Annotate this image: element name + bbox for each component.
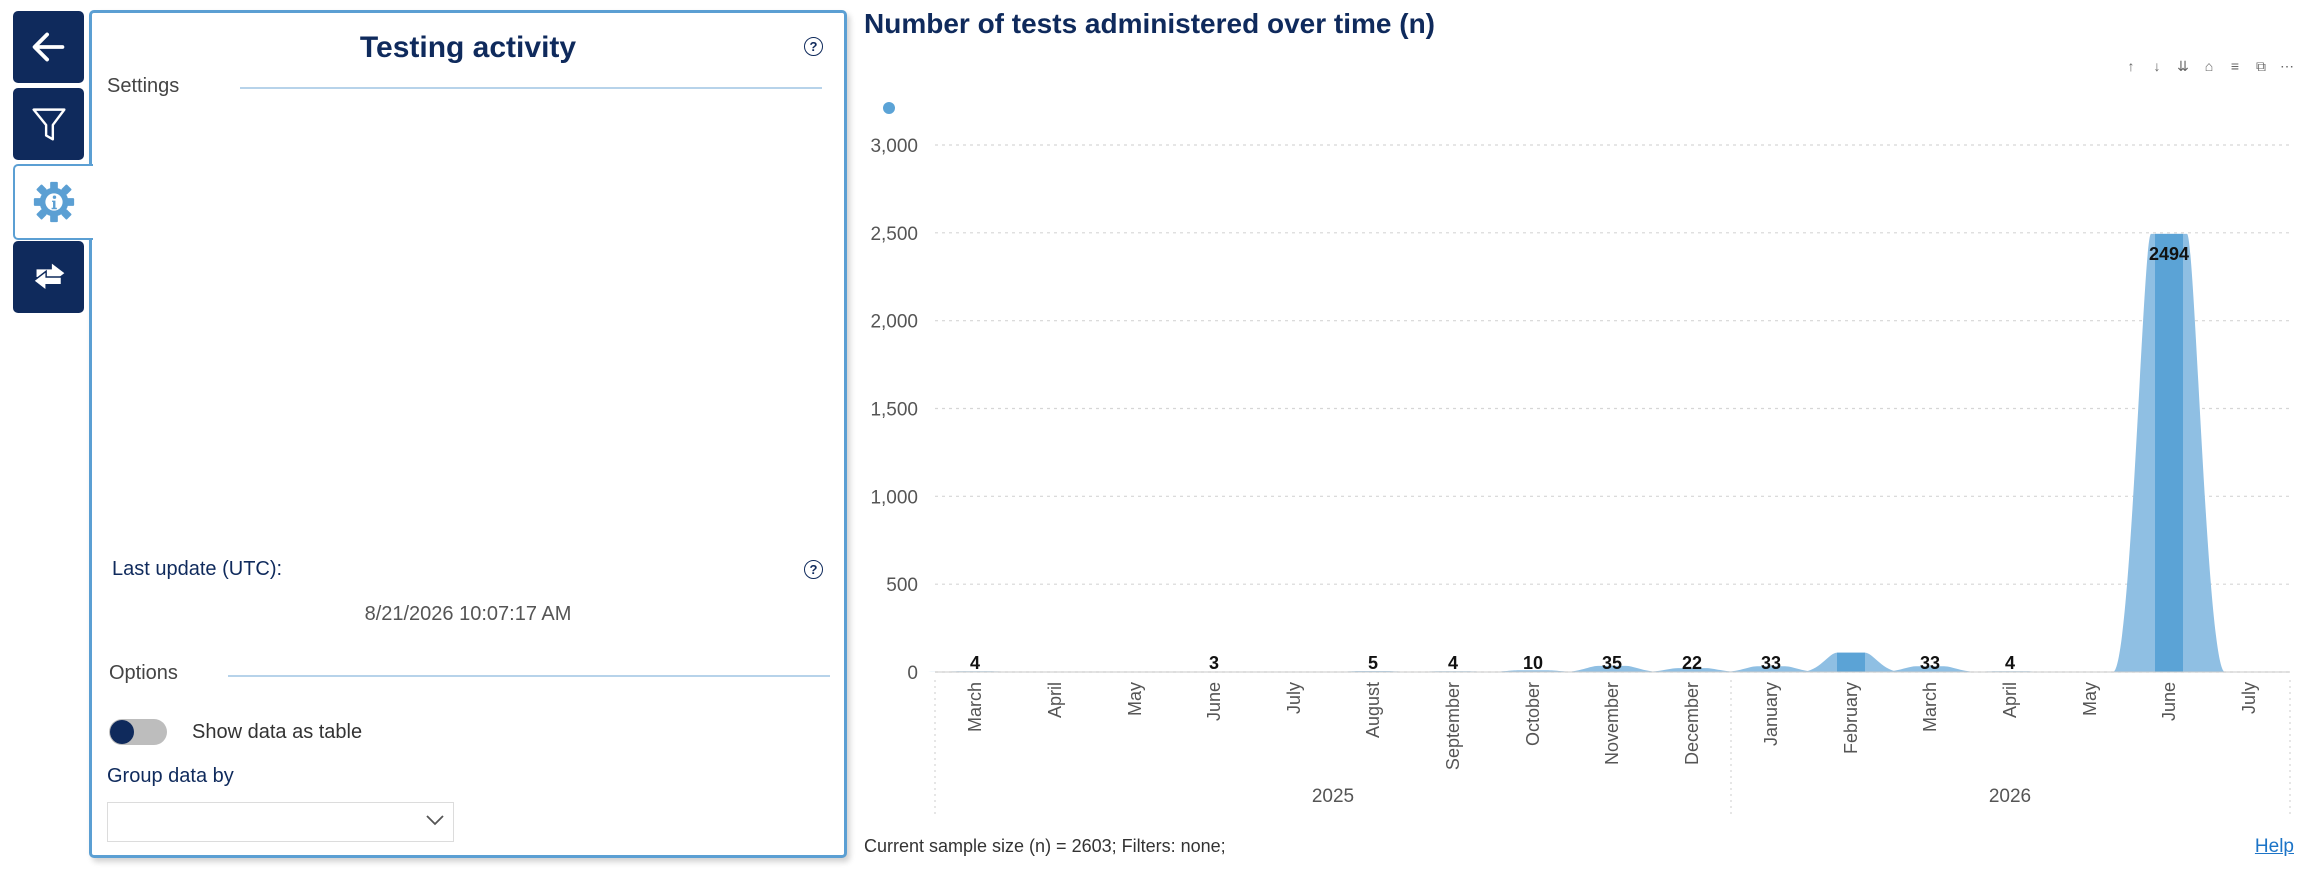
last-update-label: Last update (UTC): [112,558,283,580]
x-tick-label: July [2239,682,2259,714]
visual-toolbar: ↑ ↓ ⇊ ⌂ ≡ ⧉ ⋯ [2122,58,2296,75]
data-label: 4 [970,653,980,673]
drill-icon[interactable]: ⇊ [2177,58,2189,74]
data-label: 22 [1682,653,1702,673]
x-tick-label: January [1761,682,1781,746]
sort-asc-icon[interactable]: ↑ [2127,58,2135,74]
sample-size-text: Current sample size (n) = 2603; Filters:… [864,836,1226,856]
filter-icon [31,108,66,141]
x-tick-label: December [1682,682,1702,765]
x-tick-label: November [1602,682,1622,765]
x-tick-label: March [1920,682,1940,732]
options-divider [228,675,830,677]
data-label: 33 [1920,653,1940,673]
y-tick-label: 2,000 [870,312,918,333]
x-tick-label: October [1523,682,1543,746]
settings-panel: Testing activity ? Settings Last update … [89,10,847,858]
show-table-toggle[interactable] [109,719,167,745]
swap-button[interactable] [13,241,84,313]
more-options-icon[interactable]: ⋯ [2280,58,2294,74]
x-tick-label: September [1443,682,1463,770]
settings-button[interactable] [13,164,93,240]
area-series [925,233,2290,672]
settings-section-label: Settings [107,75,180,97]
bar-column [1837,652,1865,672]
y-tick-label: 2,500 [870,224,918,245]
data-label: 10 [1523,653,1543,673]
data-label: 2494 [2149,244,2189,264]
toggle-knob [110,720,134,744]
gear-info-icon [33,181,75,223]
x-tick-label: April [2000,682,2020,718]
show-table-label: Show data as table [192,721,363,743]
chart-title: Number of tests administered over time (… [864,8,1436,39]
y-tick-label: 3,000 [870,136,918,157]
x-tick-label: February [1841,682,1861,754]
data-label: 35 [1602,653,1622,673]
back-button[interactable] [13,11,84,83]
filter-button[interactable] [13,88,84,160]
x-tick-label: April [1045,682,1065,718]
expand-icon[interactable]: ⌂ [2204,58,2214,74]
swap-arrows-icon [31,263,64,292]
year-label: 2025 [1312,786,1354,807]
y-tick-label: 1,000 [870,487,918,508]
help-icon[interactable]: ? [804,37,823,56]
chevron-down-icon [426,815,444,826]
sort-desc-icon[interactable]: ↓ [2153,58,2161,74]
last-update-help-icon[interactable]: ? [804,560,823,579]
settings-divider [240,87,822,89]
y-tick-label: 0 [907,663,918,684]
x-tick-label: May [2080,682,2100,716]
x-tick-label: August [1363,682,1383,738]
arrow-left-icon [32,32,64,62]
x-tick-label: May [1125,682,1145,716]
year-label: 2026 [1989,786,2031,807]
data-label: 3 [1209,653,1219,673]
focus-mode-icon[interactable]: ⧉ [2256,58,2266,74]
x-tick-label: June [2159,682,2179,721]
panel-title: Testing activity [359,31,577,64]
x-tick-label: June [1204,682,1224,721]
group-by-label: Group data by [107,765,234,787]
x-tick-label: July [1284,682,1304,714]
data-label: 4 [1448,653,1458,673]
data-label: 33 [1761,653,1781,673]
group-by-dropdown[interactable] [107,802,454,842]
options-section-label: Options [109,662,178,684]
help-link[interactable]: Help [2254,836,2294,857]
data-label: 5 [1368,653,1378,673]
y-tick-label: 500 [886,575,918,596]
bar-column [2155,233,2183,672]
filter-icon[interactable]: ≡ [2230,58,2240,74]
last-update-value: 8/21/2026 10:07:17 AM [364,603,572,625]
y-tick-label: 1,500 [870,400,918,421]
data-label: 4 [2005,653,2015,673]
legend-marker [883,102,895,114]
x-tick-label: March [965,682,985,732]
